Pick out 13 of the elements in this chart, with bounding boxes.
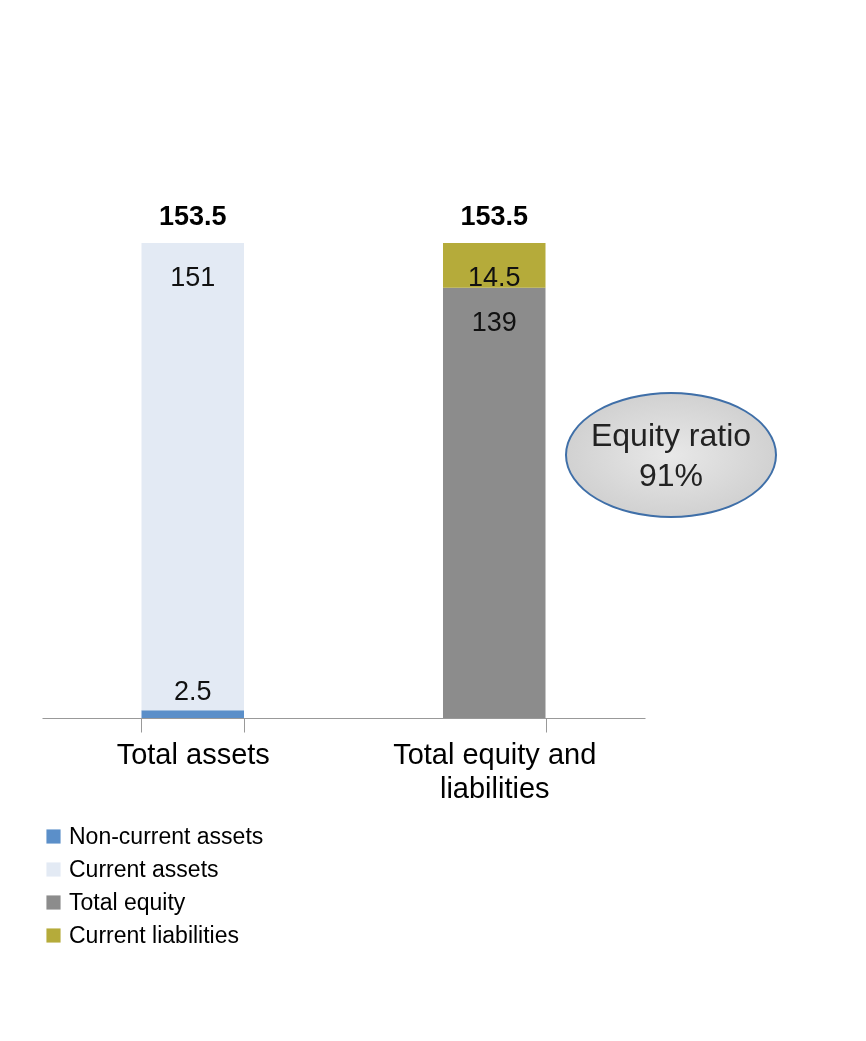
legend-label: Current assets xyxy=(69,855,219,882)
data-label: 151 xyxy=(170,262,216,292)
data-label: 2.5 xyxy=(173,676,212,707)
annotation: Equity ratio 91% xyxy=(590,416,752,495)
data-label: 139 xyxy=(471,306,517,337)
legend-label: Non-current assets xyxy=(69,822,264,849)
legend-label: Total equity xyxy=(69,888,186,915)
total-label: 153.5 xyxy=(158,201,227,231)
x-tick-label: Total assets xyxy=(116,737,270,770)
legend-label: Current liabilities xyxy=(69,921,240,948)
total-label: 153.5 xyxy=(460,201,529,231)
data-label: 14.5 xyxy=(467,262,521,292)
x-tick-label: Total equity and liabilities xyxy=(393,737,597,804)
